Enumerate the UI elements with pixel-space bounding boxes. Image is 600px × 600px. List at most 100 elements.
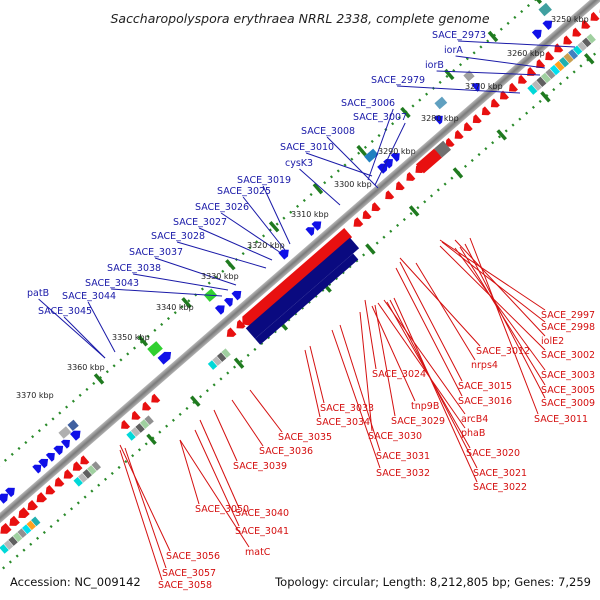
gene-label: SACE_3007 <box>353 112 407 123</box>
cluster-block <box>139 419 150 429</box>
forward-cds <box>5 487 15 498</box>
gene-label: SACE_3005 <box>541 385 595 396</box>
feature-block <box>463 70 475 82</box>
leader-line <box>364 299 377 370</box>
leader-line <box>371 305 416 402</box>
gene-label: patB <box>27 288 49 299</box>
leader-line <box>63 316 106 359</box>
cluster-block <box>26 520 36 531</box>
forward-cds <box>214 305 225 315</box>
leader-line <box>242 196 286 251</box>
tick-label: 3360 kbp <box>67 363 105 372</box>
tick-mark <box>181 297 192 309</box>
forward-cds <box>70 430 81 441</box>
tick-mark <box>225 259 236 271</box>
cluster-block <box>78 473 88 483</box>
cluster-block <box>126 431 136 441</box>
gene-label: SACE_3003 <box>541 370 595 381</box>
reverse-cds <box>142 401 152 411</box>
leader-line <box>395 267 463 397</box>
leader-line <box>367 108 394 181</box>
gene-label: SACE_3016 <box>458 396 512 407</box>
cluster-block <box>568 49 579 60</box>
reverse-cds <box>353 217 364 227</box>
cluster-block <box>572 45 583 56</box>
tick-mark <box>452 167 464 179</box>
gene-label: SACE_3040 <box>235 508 289 519</box>
tick-mark <box>137 335 149 347</box>
gene-label: SACE_3031 <box>376 451 430 462</box>
gene-label: SACE_2998 <box>541 322 595 333</box>
gene-label: SACE_3025 <box>217 186 271 197</box>
tick-mark <box>356 144 367 157</box>
reverse-cds <box>80 455 90 465</box>
cluster-block <box>144 415 154 425</box>
leader-line <box>305 152 373 177</box>
reverse-cds <box>54 477 65 487</box>
cluster-block <box>130 427 141 437</box>
reverse-cds <box>472 114 482 124</box>
reverse-cds <box>545 51 555 61</box>
leader-line <box>231 399 264 447</box>
reverse-cds <box>599 4 600 13</box>
gene-label: SACE_3020 <box>466 448 520 459</box>
reverse-cds <box>445 137 455 147</box>
leader-line <box>458 40 576 48</box>
leader-line <box>304 349 321 418</box>
reverse-cds <box>385 190 395 200</box>
feature-block <box>67 419 79 431</box>
gene-label: arcB4 <box>461 414 488 425</box>
cluster-block <box>207 360 218 370</box>
tick-mark <box>190 395 201 407</box>
leader-line <box>199 419 240 509</box>
reverse-cds <box>581 19 591 29</box>
cluster-block <box>12 532 23 542</box>
cluster-block <box>21 524 32 535</box>
tick-label: 3320 kbp <box>247 241 285 250</box>
gene-label: tnp9B <box>411 401 439 412</box>
gene-label: SACE_3037 <box>129 247 183 258</box>
forward-cds <box>542 20 553 31</box>
reverse-cds <box>27 500 38 511</box>
genome-summary-text: Topology: circular; Length: 8,212,805 bp… <box>274 575 591 589</box>
map-title: Saccharopolyspora erythraea NRRL 2338, c… <box>110 11 489 26</box>
tick-mark <box>531 0 543 5</box>
leader-line <box>198 227 273 261</box>
leader-line <box>87 301 116 353</box>
leader-line <box>359 311 373 432</box>
tick-label: 3250 kbp <box>551 15 589 24</box>
gene-label: SACE_3045 <box>38 306 92 317</box>
leader-line <box>454 239 546 337</box>
cluster-block <box>563 53 574 64</box>
reverse-cds <box>63 469 74 479</box>
gene-label: iorA <box>444 45 463 56</box>
leader-line <box>397 85 521 94</box>
feature-block <box>58 426 72 439</box>
leader-line <box>415 262 476 361</box>
gene-label: SACE_3022 <box>473 482 527 493</box>
cluster-block <box>545 68 556 80</box>
tick-label: 3290 kbp <box>378 147 416 156</box>
reverse-cds <box>395 181 405 191</box>
gene-label: SACE_3029 <box>391 416 445 427</box>
feature-block <box>416 148 442 174</box>
cluster-block <box>3 540 14 550</box>
leader-line <box>133 273 229 291</box>
gene-label: SACE_3058 <box>158 580 212 591</box>
cluster-block <box>221 348 231 359</box>
outer-tick-track <box>0 0 600 515</box>
cluster-block <box>549 64 561 76</box>
forward-cds <box>531 29 542 40</box>
reverse-cds <box>527 67 537 76</box>
leader-line <box>38 298 106 359</box>
gene-label: SACE_3006 <box>341 98 395 109</box>
tick-label: 3270 kbp <box>465 82 503 91</box>
cluster-block <box>216 352 227 362</box>
leader-line <box>262 185 291 245</box>
leader-line <box>249 389 283 433</box>
tick-label: 3330 kbp <box>201 272 239 281</box>
tick-label: 3280 kbp <box>421 114 459 123</box>
forward-cds <box>383 159 393 169</box>
tick-mark <box>312 182 324 195</box>
